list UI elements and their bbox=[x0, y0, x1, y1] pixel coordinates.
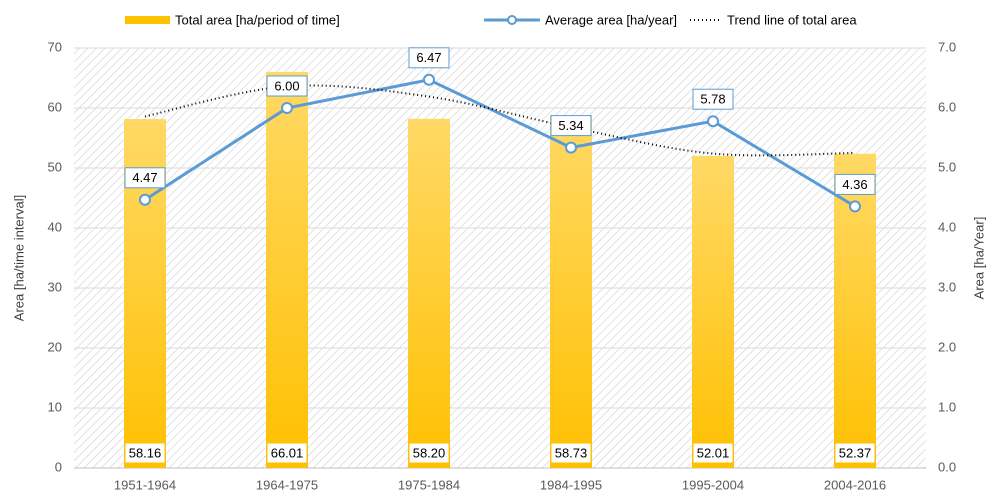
y-tick-label: 30 bbox=[48, 279, 62, 294]
x-tick-label: 1951-1964 bbox=[114, 477, 176, 492]
data-label: 58.16 bbox=[129, 445, 162, 460]
bar bbox=[266, 71, 308, 468]
data-label: 5.78 bbox=[700, 92, 725, 107]
y-tick-label: 0 bbox=[55, 459, 62, 474]
line-point bbox=[139, 193, 151, 206]
legend-swatch bbox=[125, 16, 170, 24]
data-label-box bbox=[408, 47, 450, 69]
x-tick-label: 1984-1995 bbox=[540, 477, 602, 492]
data-label: 58.20 bbox=[413, 445, 446, 460]
y-tick-label: 40 bbox=[48, 219, 62, 234]
legend-label: Total area [ha/period of time] bbox=[175, 12, 340, 27]
line-point bbox=[849, 200, 861, 213]
legend-swatch-marker bbox=[507, 15, 517, 25]
x-tick-label: 2004-2016 bbox=[824, 477, 886, 492]
data-label-box bbox=[834, 173, 876, 195]
bar bbox=[550, 115, 592, 469]
y2-axis-title: Area [ha/Year] bbox=[971, 217, 986, 300]
legend-label: Average area [ha/year] bbox=[545, 12, 677, 27]
data-label: 66.01 bbox=[271, 445, 304, 460]
bar bbox=[692, 155, 734, 468]
data-label: 5.34 bbox=[558, 118, 583, 133]
y2-tick-label: 0.0 bbox=[938, 459, 956, 474]
y2-tick-label: 1.0 bbox=[938, 399, 956, 414]
data-label: 52.01 bbox=[697, 445, 730, 460]
y-tick-label: 60 bbox=[48, 99, 62, 114]
y2-tick-label: 2.0 bbox=[938, 339, 956, 354]
data-label-box bbox=[550, 442, 592, 464]
data-label-box bbox=[124, 442, 166, 464]
y2-tick-label: 3.0 bbox=[938, 279, 956, 294]
y-tick-label: 70 bbox=[48, 39, 62, 54]
line-point bbox=[423, 73, 435, 86]
data-label: 6.47 bbox=[416, 50, 441, 65]
line bbox=[144, 78, 856, 208]
y2-tick-label: 6.0 bbox=[938, 99, 956, 114]
line-point bbox=[707, 115, 719, 128]
y2-tick-label: 7.0 bbox=[938, 39, 956, 54]
line-point bbox=[565, 141, 577, 154]
x-tick-label: 1995-2004 bbox=[682, 477, 744, 492]
trend-line bbox=[144, 84, 856, 157]
y-tick-label: 20 bbox=[48, 339, 62, 354]
data-label-box bbox=[266, 442, 308, 464]
y-axis-title: Area [ha/time interval] bbox=[11, 195, 26, 321]
data-label-box bbox=[834, 442, 876, 464]
data-label: 6.00 bbox=[274, 78, 299, 93]
data-label: 4.36 bbox=[842, 177, 867, 192]
y2-tick-label: 4.0 bbox=[938, 219, 956, 234]
data-label: 52.37 bbox=[839, 445, 872, 460]
x-tick-label: 1964-1975 bbox=[256, 477, 318, 492]
data-label-box bbox=[692, 442, 734, 464]
y-tick-label: 10 bbox=[48, 399, 62, 414]
data-label: 58.73 bbox=[555, 445, 588, 460]
plot-area bbox=[74, 48, 926, 468]
data-label-box bbox=[550, 115, 592, 137]
data-label-box bbox=[266, 75, 308, 97]
data-label-box bbox=[692, 88, 734, 110]
data-label-box bbox=[408, 442, 450, 464]
y-tick-label: 50 bbox=[48, 159, 62, 174]
line-point bbox=[281, 102, 293, 114]
legend-label: Trend line of total area bbox=[727, 12, 857, 27]
data-label: 4.47 bbox=[132, 170, 157, 185]
y2-tick-label: 5.0 bbox=[938, 159, 956, 174]
data-label-box bbox=[124, 167, 166, 189]
bar bbox=[408, 118, 450, 469]
x-tick-label: 1975-1984 bbox=[398, 477, 460, 492]
